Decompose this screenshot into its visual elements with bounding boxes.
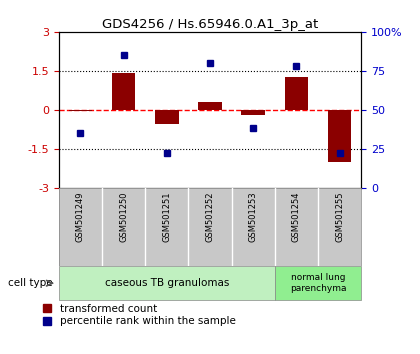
- Text: GSM501255: GSM501255: [335, 192, 344, 242]
- Legend: transformed count, percentile rank within the sample: transformed count, percentile rank withi…: [43, 304, 236, 326]
- Text: GSM501250: GSM501250: [119, 192, 128, 242]
- Text: GSM501252: GSM501252: [205, 192, 215, 242]
- Bar: [198, 102, 222, 110]
- Title: GDS4256 / Hs.65946.0.A1_3p_at: GDS4256 / Hs.65946.0.A1_3p_at: [102, 18, 318, 31]
- Text: GSM501254: GSM501254: [292, 192, 301, 242]
- Bar: [155, 110, 178, 124]
- Bar: [68, 110, 92, 111]
- Bar: [275, 266, 361, 300]
- Text: cell type: cell type: [8, 278, 53, 288]
- Text: GSM501251: GSM501251: [162, 192, 171, 242]
- Bar: [328, 110, 352, 162]
- Text: normal lung
parenchyma: normal lung parenchyma: [290, 274, 346, 293]
- Bar: [241, 110, 265, 115]
- Bar: [59, 266, 275, 300]
- Bar: [284, 77, 308, 110]
- Text: GSM501253: GSM501253: [249, 192, 258, 242]
- Bar: [112, 73, 136, 110]
- Text: GSM501249: GSM501249: [76, 192, 85, 242]
- Text: caseous TB granulomas: caseous TB granulomas: [105, 278, 229, 288]
